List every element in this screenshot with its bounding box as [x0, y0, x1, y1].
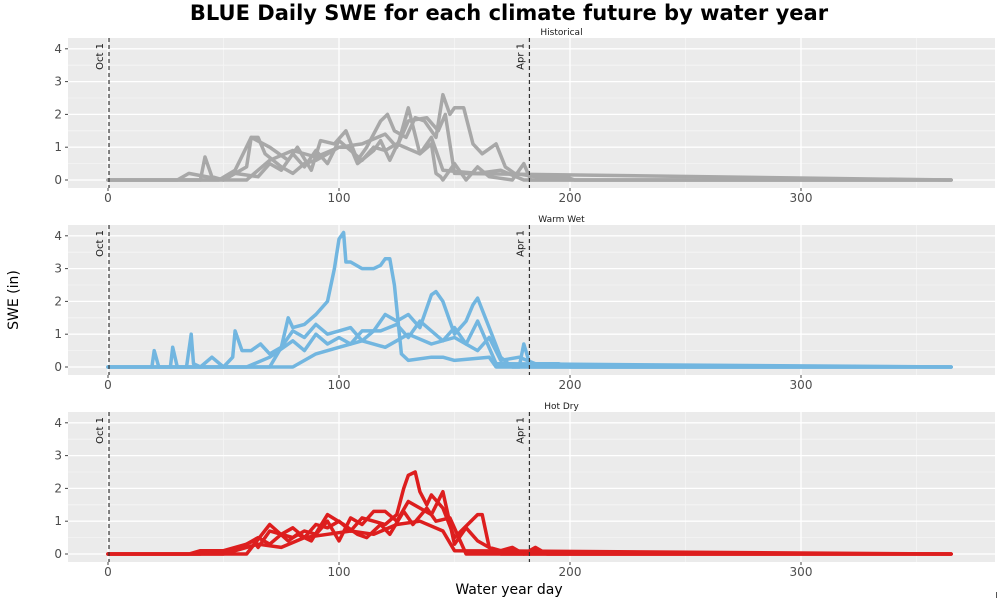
reference-line-label: Oct 1	[95, 230, 106, 257]
x-tick-label: 0	[104, 565, 112, 579]
series-line-3	[106, 519, 953, 556]
y-tick-label: 3	[54, 262, 62, 276]
y-tick-label: 1	[54, 140, 62, 154]
y-tick-label: 0	[54, 360, 62, 374]
reference-line-label: Apr 1	[515, 230, 526, 257]
x-tick-label: 200	[559, 378, 582, 392]
chart-title: BLUE Daily SWE for each climate future b…	[189, 1, 829, 25]
y-tick-label: 1	[54, 514, 62, 528]
x-tick-label: 200	[559, 191, 582, 205]
panel-2: Hot Dry 0 100 200 300 0 1 2 3 4 Oct 1 Apr 1	[54, 402, 995, 579]
reference-line-label: Oct 1	[95, 43, 106, 70]
panel-title: Historical	[540, 28, 582, 38]
x-tick-label: 300	[790, 378, 813, 392]
panel-background	[68, 412, 995, 562]
series-line-1	[106, 289, 953, 369]
x-tick-label: 100	[328, 378, 351, 392]
series-line-0	[106, 230, 953, 369]
y-tick-label: 3	[54, 449, 62, 463]
y-tick-label: 0	[54, 173, 62, 187]
panel-title: Hot Dry	[544, 402, 579, 412]
x-tick-label: 100	[328, 565, 351, 579]
y-tick-label: 4	[54, 229, 62, 243]
series-line-2	[106, 506, 953, 556]
series-line-3	[106, 112, 953, 182]
y-tick-label: 2	[54, 294, 62, 308]
x-axis-label: Water year day	[455, 582, 563, 598]
panel-0: Historical 0 100 200 300 0 1 2 3 4 Oct 1 Apr 1	[54, 28, 995, 205]
y-tick-label: 4	[54, 416, 62, 430]
series-line-2	[106, 319, 953, 369]
panel-title: Warm Wet	[538, 215, 585, 225]
x-tick-label: 300	[790, 565, 813, 579]
y-tick-label: 4	[54, 42, 62, 56]
y-tick-label: 1	[54, 327, 62, 341]
x-tick-label: 0	[104, 191, 112, 205]
series-line-2	[106, 135, 953, 182]
y-tick-label: 3	[54, 75, 62, 89]
y-tick-label: 0	[54, 547, 62, 561]
reference-line-label: Oct 1	[95, 417, 106, 444]
x-tick-label: 200	[559, 565, 582, 579]
panel-background	[68, 225, 995, 375]
reference-line-label: Apr 1	[515, 417, 526, 444]
y-tick-label: 2	[54, 481, 62, 495]
corner-tick-mark	[996, 592, 997, 598]
x-tick-label: 100	[328, 191, 351, 205]
panel-1: Warm Wet 0 100 200 300 0 1 2 3 4 Oct 1 Apr 1	[54, 215, 995, 392]
x-tick-label: 300	[790, 191, 813, 205]
series-line-3	[106, 332, 953, 369]
panel-background	[68, 38, 995, 188]
y-tick-label: 2	[54, 107, 62, 121]
x-tick-label: 0	[104, 378, 112, 392]
reference-line-label: Apr 1	[515, 43, 526, 70]
